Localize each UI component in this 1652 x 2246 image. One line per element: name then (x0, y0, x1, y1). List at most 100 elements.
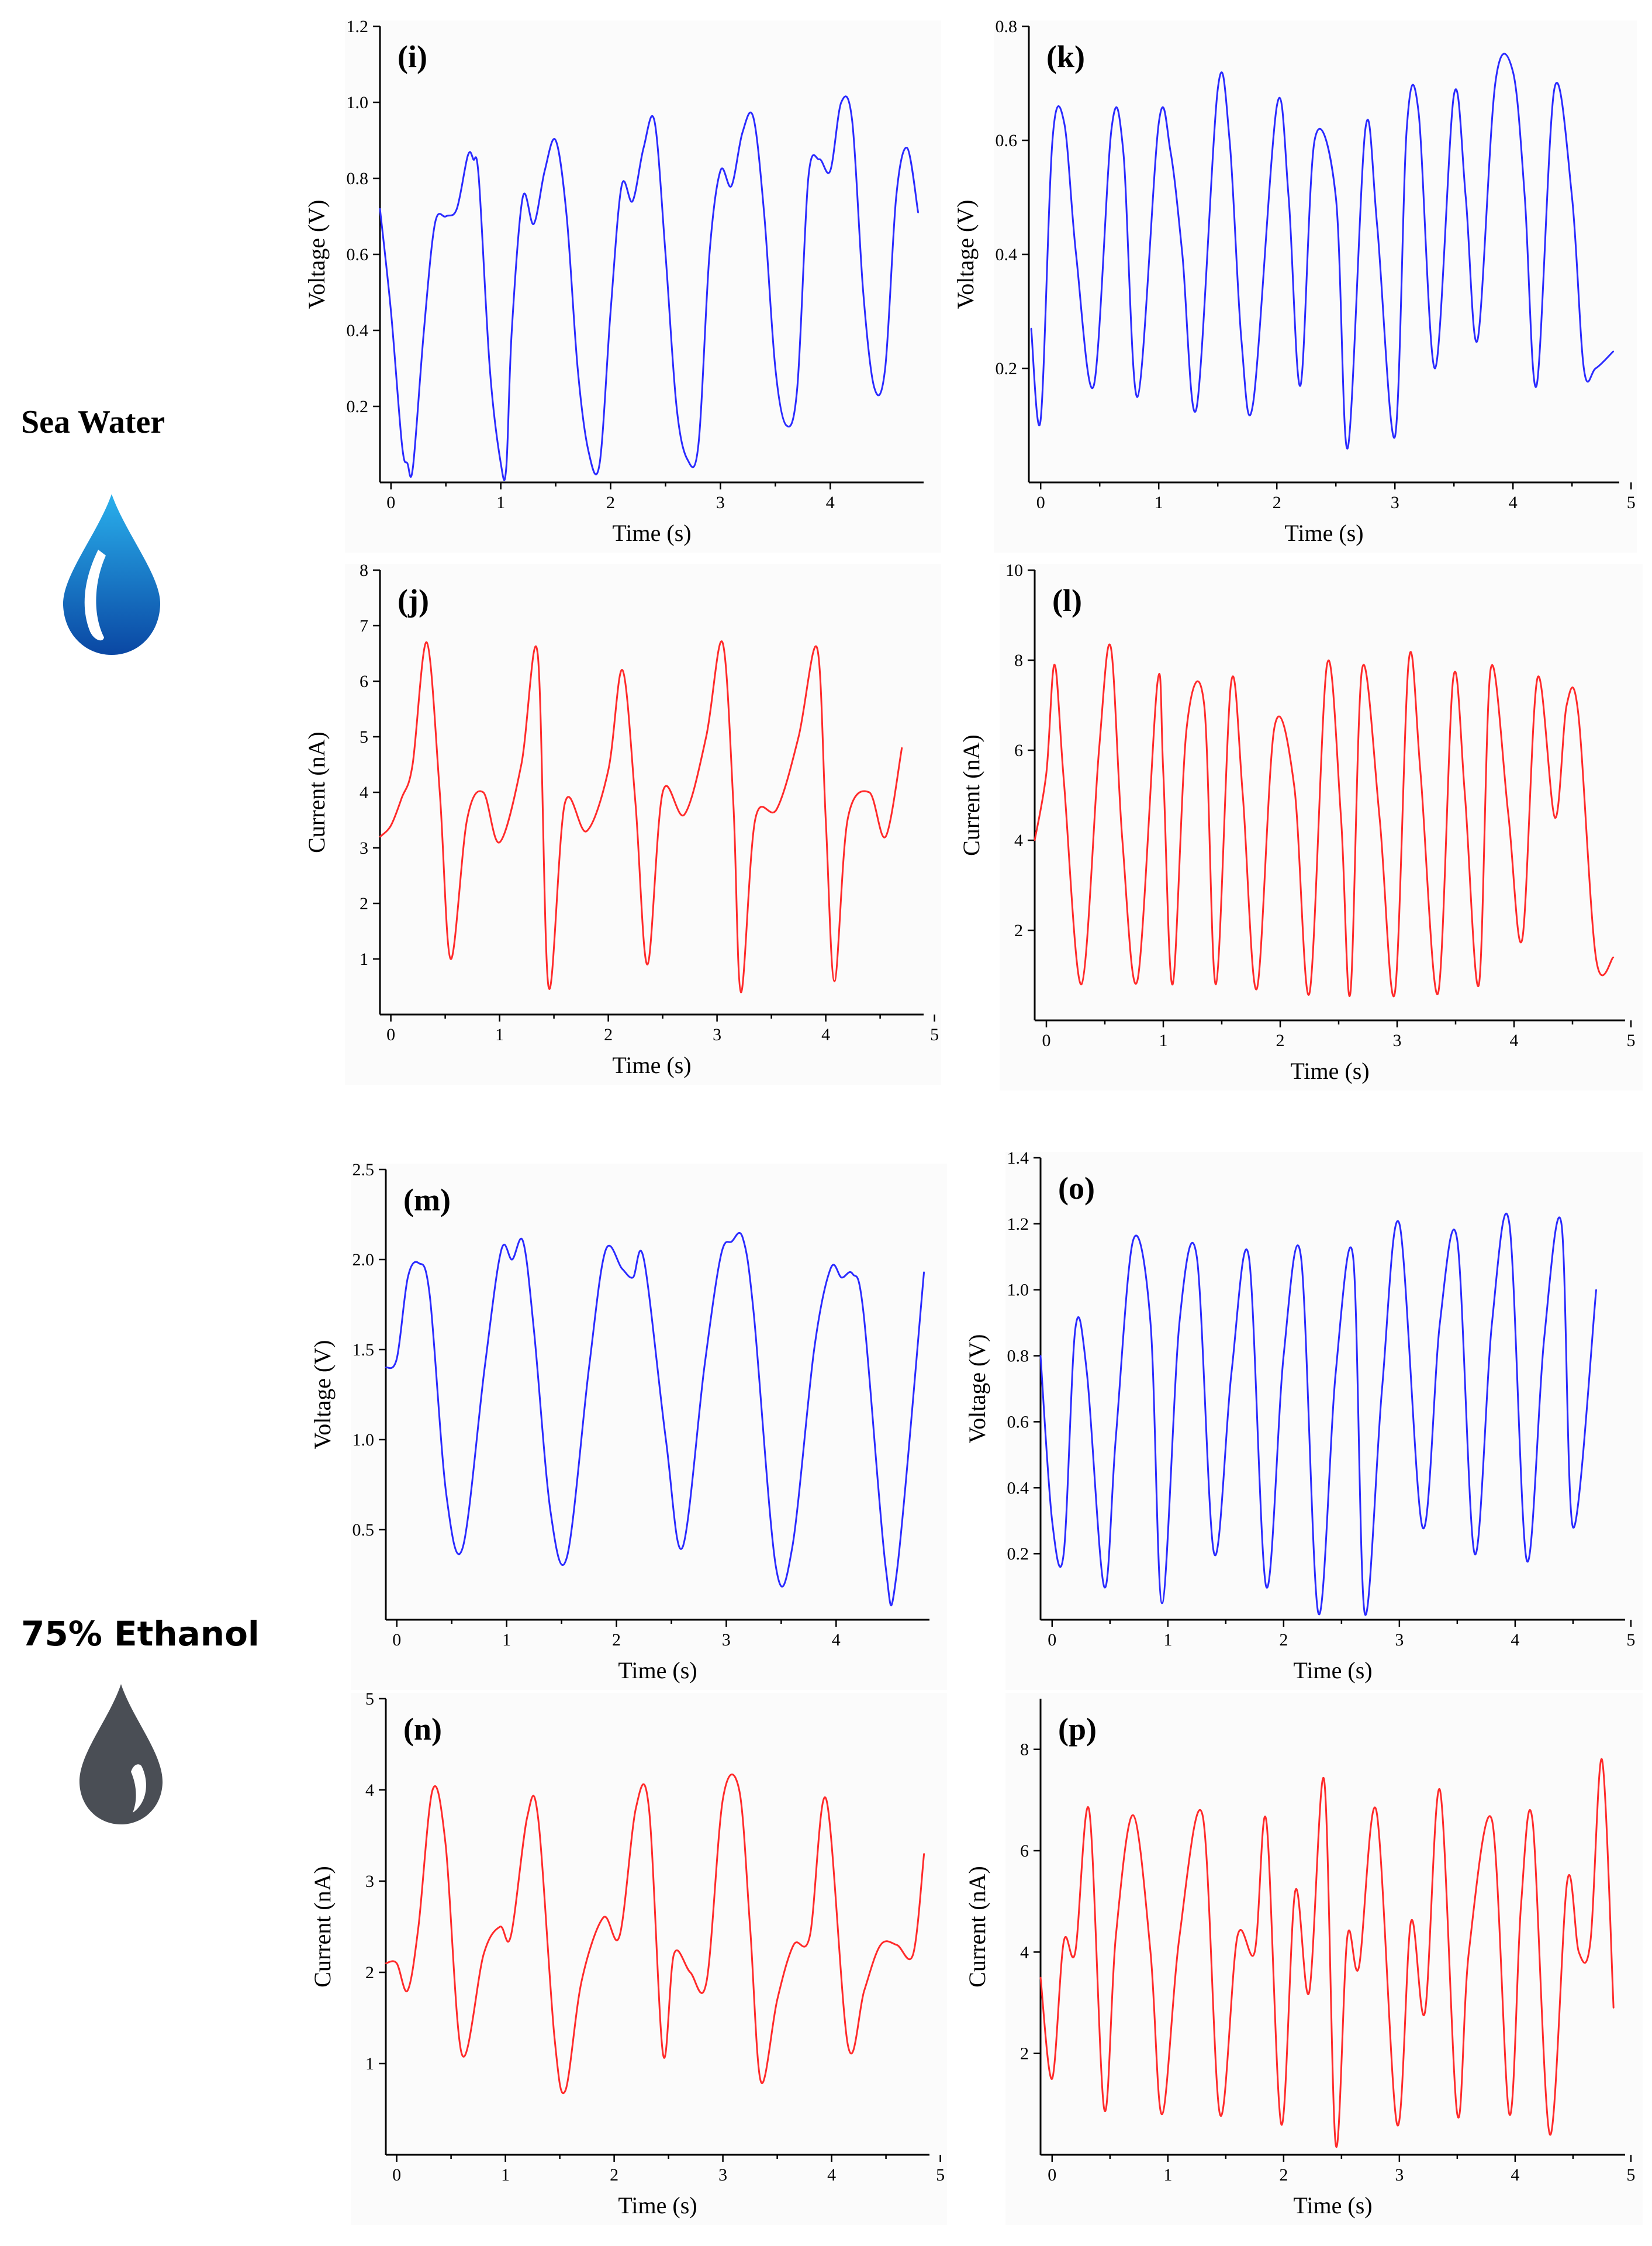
data-point (1439, 1789, 1441, 1791)
data-point (1554, 817, 1556, 819)
data-point (1434, 367, 1436, 370)
data-point (1052, 139, 1053, 142)
data-point (880, 1944, 882, 1946)
voltage-series-line (385, 1232, 925, 1607)
x-tick-label: 0 (1048, 1630, 1056, 1650)
data-point (1340, 817, 1342, 819)
x-tick-label: 5 (1627, 1031, 1636, 1050)
data-point (564, 802, 566, 805)
y-tick-label: 1 (365, 2054, 374, 2074)
y-tick-label: 0.6 (347, 245, 369, 264)
x-tick-label: 4 (1510, 1031, 1519, 1050)
y-tick-label: 4 (365, 1781, 374, 1800)
y-tick-label: 1 (360, 950, 368, 969)
data-point (1424, 2012, 1426, 2014)
data-point (555, 139, 557, 142)
data-point (1595, 367, 1596, 370)
data-point (1196, 1256, 1198, 1258)
data-point (1464, 794, 1466, 796)
data-point (587, 451, 590, 453)
data-point (1612, 350, 1615, 352)
data-point (662, 791, 663, 793)
data-point (1318, 1612, 1319, 1614)
data-point (1256, 988, 1258, 990)
data-point (923, 1853, 925, 1855)
panel-background (351, 1693, 947, 2225)
y-tick-label: 0.8 (996, 17, 1018, 36)
data-point (738, 1789, 740, 1791)
data-point (1063, 781, 1065, 783)
data-point (775, 1565, 777, 1567)
data-point (1507, 812, 1509, 814)
data-point (522, 196, 524, 198)
data-point (1308, 1992, 1310, 1993)
data-point (1051, 2078, 1053, 2080)
data-point (1294, 1890, 1296, 1892)
y-tick-label: 4 (1020, 1943, 1029, 1962)
data-point (1347, 447, 1349, 449)
data-point (706, 1981, 707, 1982)
voltage-series-line (1039, 1212, 1597, 1616)
data-point (406, 463, 409, 464)
data-point (1300, 1256, 1302, 1258)
panel-label: (o) (1058, 1171, 1095, 1206)
data-point (1508, 2113, 1511, 2115)
data-point (906, 147, 908, 149)
y-tick-label: 8 (360, 561, 368, 580)
data-point (472, 158, 474, 160)
data-point (1121, 839, 1124, 841)
data-point (642, 147, 645, 149)
x-tick-label: 0 (1042, 1031, 1051, 1050)
data-point (1358, 1966, 1360, 1968)
data-point (1571, 196, 1573, 198)
data-point (1410, 1921, 1412, 1923)
x-tick-label: 4 (827, 2165, 836, 2185)
data-point (544, 170, 545, 172)
panel-label: (j) (398, 583, 429, 618)
data-point (851, 120, 853, 122)
data-point (742, 1237, 744, 1239)
data-point (648, 1807, 650, 1809)
y-tick-label: 0.8 (1007, 1347, 1029, 1366)
data-point (537, 653, 538, 654)
chart-panel-o: 0 1 2 3 4 5 0.2 0.4 0.6 0.8 1.0 1.2 1.4 Time (s) Volta… (964, 1148, 1643, 1690)
panel-label: (i) (398, 39, 427, 74)
data-point (840, 101, 842, 103)
data-point (1376, 225, 1378, 227)
data-point (1520, 1906, 1522, 1907)
data-point (1039, 1355, 1042, 1357)
data-point (1039, 1976, 1042, 1978)
x-tick-label: 3 (722, 1630, 731, 1650)
chart-panel-p: 0 1 2 3 4 5 2 4 6 8 Time (s) Current (nA) (p) (964, 1693, 1643, 2225)
data-point (1242, 794, 1244, 796)
data-point (1136, 396, 1138, 398)
data-point (1456, 1239, 1459, 1241)
x-tick-label: 0 (392, 2165, 401, 2185)
data-point (1186, 727, 1188, 729)
data-point (580, 1981, 582, 1982)
panel-background (1000, 564, 1643, 1091)
data-point (1103, 1586, 1105, 1588)
data-point (705, 736, 707, 738)
data-point (1439, 1322, 1441, 1324)
data-point (868, 791, 870, 793)
data-point (577, 367, 579, 370)
data-point (1314, 139, 1315, 142)
chart-panel-m: 0 1 2 3 4 0.5 1.0 1.5 2.0 2.5 Time (s) Voltage (V) (… (309, 1160, 947, 1690)
y-axis-title: Voltage (V) (303, 200, 330, 309)
data-point (1419, 772, 1422, 774)
x-tick-label: 1 (1155, 493, 1163, 512)
x-tick-label: 4 (1509, 493, 1518, 512)
data-point (1276, 105, 1278, 107)
data-point (379, 208, 381, 210)
data-point (434, 223, 436, 225)
chart-panel-n: 0 1 2 3 4 5 1 2 3 4 5 Time (s) Current (nA) (n) (309, 1689, 947, 2225)
data-point (1158, 122, 1160, 124)
data-point (1578, 1951, 1580, 1953)
y-tick-label: 0.8 (347, 169, 369, 188)
sea-water-label: Sea Water (21, 404, 165, 440)
data-point (1335, 196, 1337, 198)
data-point (522, 1241, 524, 1243)
chart-panel-k: 0 1 2 3 4 5 0.2 0.4 0.6 0.8 Time (s) Voltage (V) (k) (952, 17, 1637, 553)
y-axis-title: Current (nA) (303, 732, 330, 853)
